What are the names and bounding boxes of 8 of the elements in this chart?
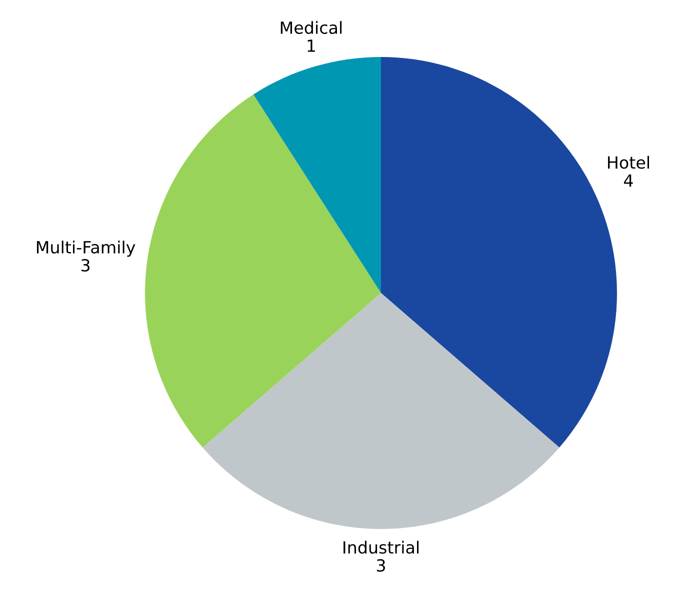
data-label: 3 (81, 258, 90, 272)
slice-label: Hotel (608, 156, 649, 169)
slice-label: Medical (280, 21, 342, 34)
data-label: 3 (376, 559, 385, 572)
data-label: 4 (624, 174, 633, 187)
data-label: 1 (308, 40, 315, 52)
slice-label: Multi-Family (36, 240, 136, 257)
slice-label: Industrial (344, 540, 419, 554)
